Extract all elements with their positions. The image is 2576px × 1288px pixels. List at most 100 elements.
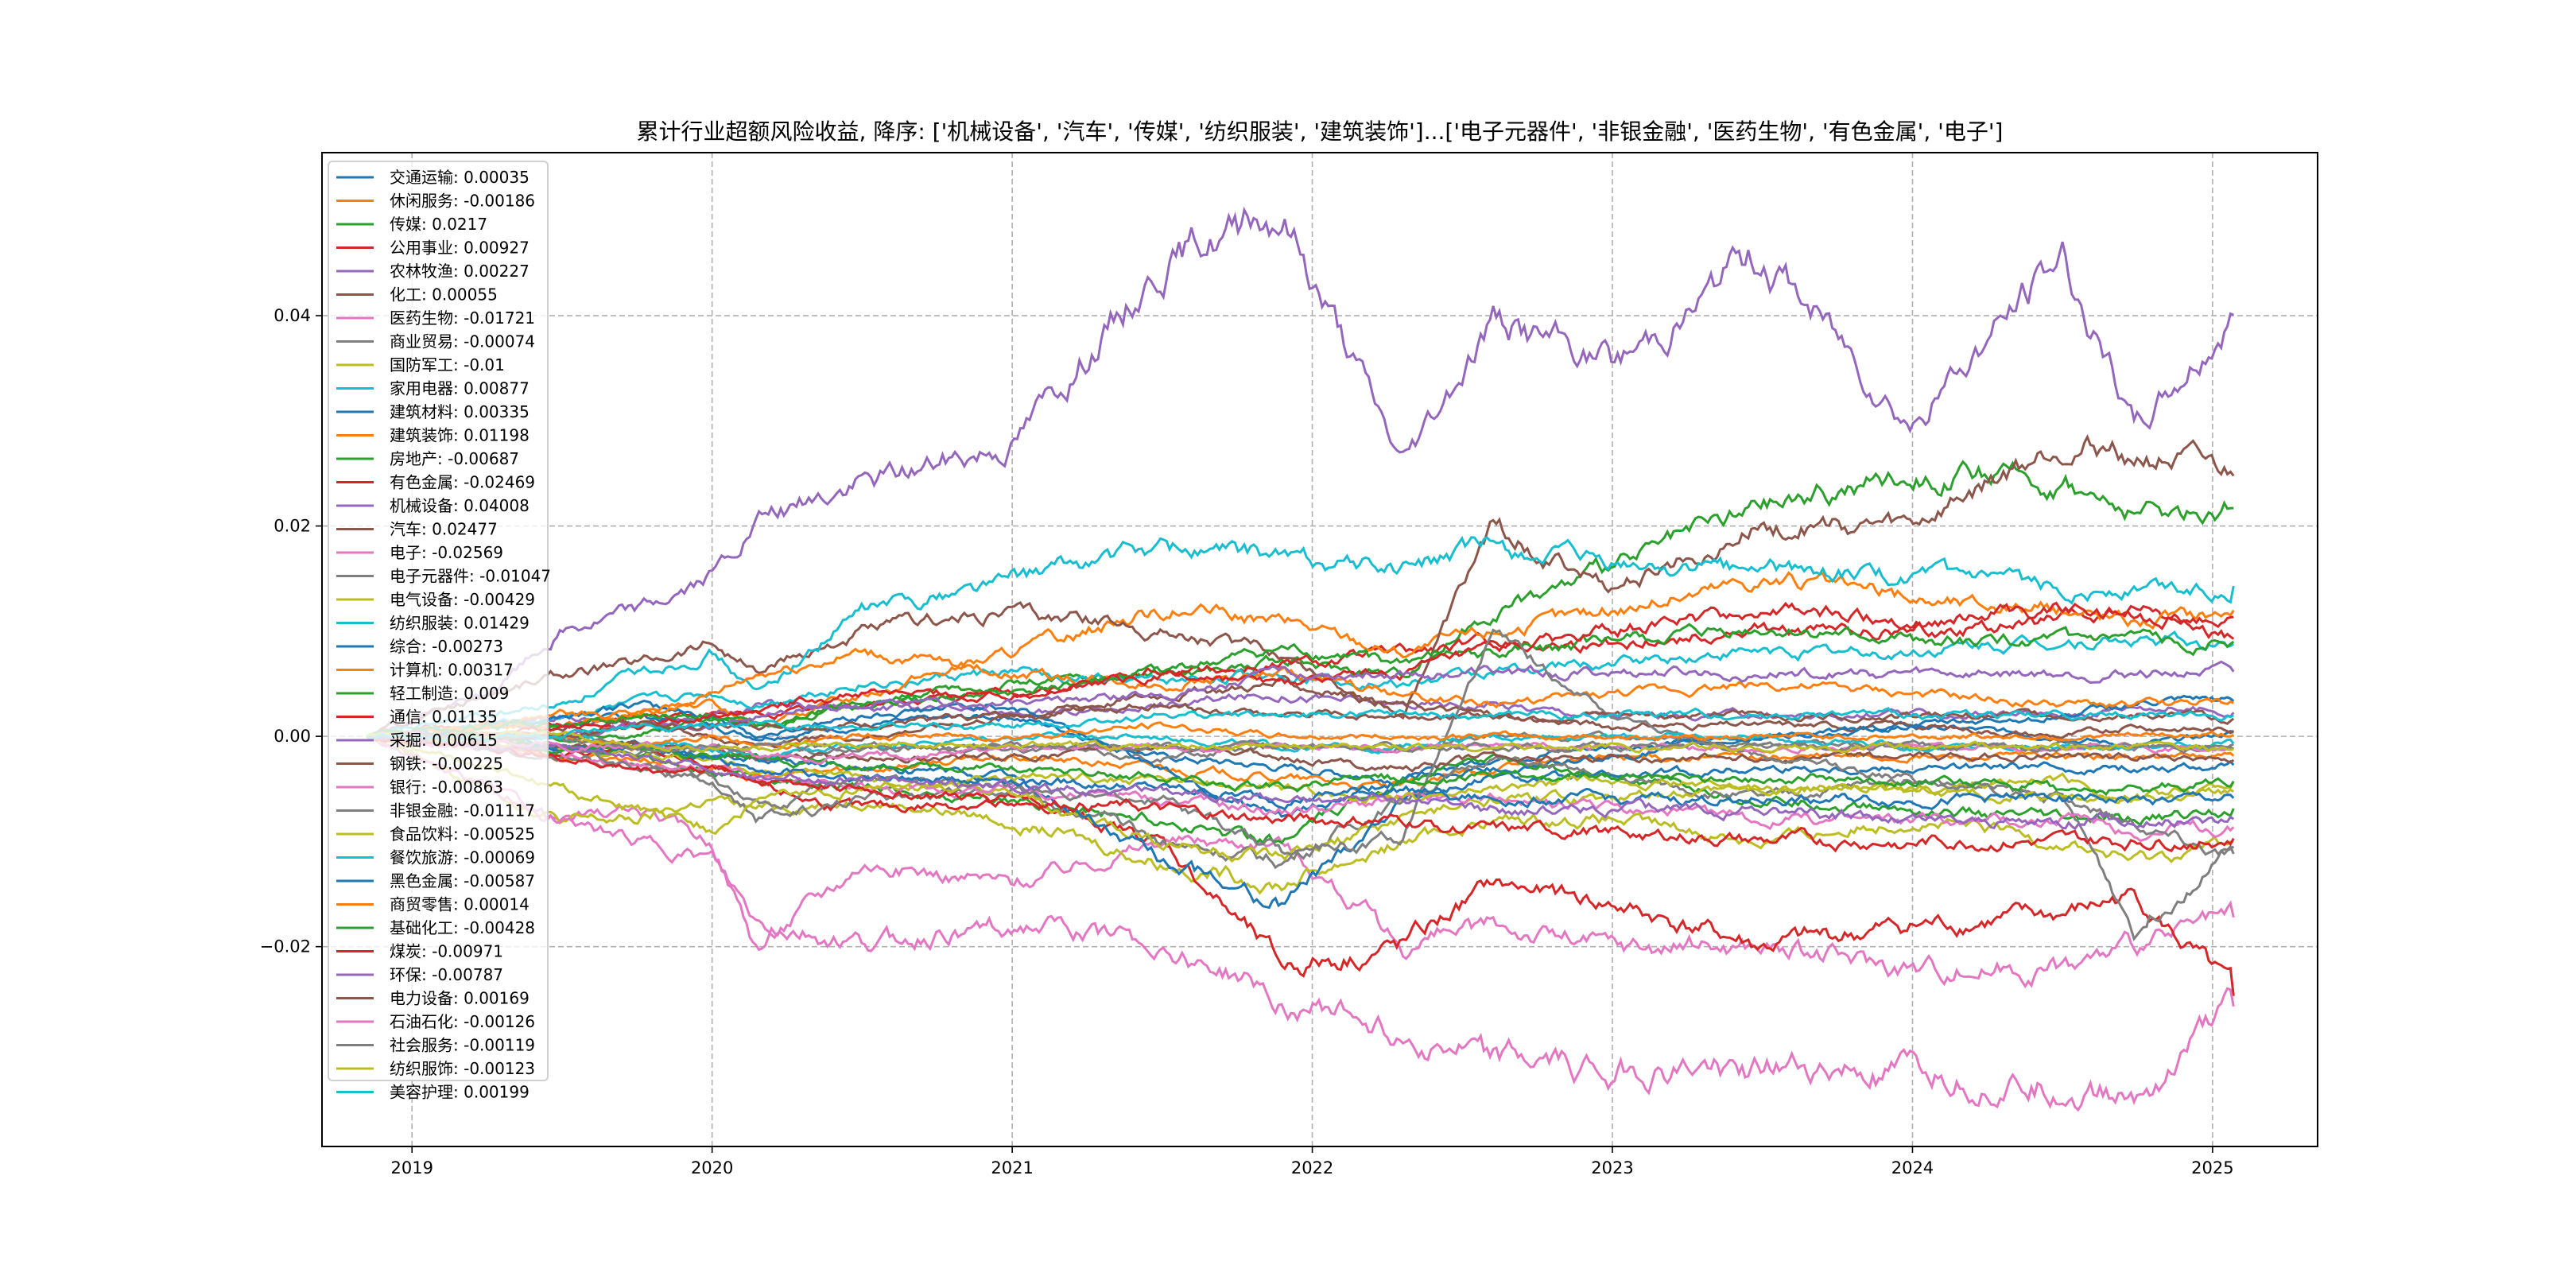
legend-entry: 建筑材料: 0.00335 <box>336 402 530 421</box>
legend-series-name: 计算机 <box>390 661 437 680</box>
legend-series-name: 纺织服装 <box>390 614 453 633</box>
legend-series-name: 交通运输 <box>390 168 453 187</box>
legend-label: 家用电器: 0.00877 <box>390 379 530 398</box>
legend-label: 基础化工: -0.00428 <box>390 918 535 937</box>
legend-entry: 电气设备: -0.00429 <box>336 590 535 609</box>
legend-series-value: 0.01198 <box>464 426 530 445</box>
legend-entry: 国防军工: -0.01 <box>336 355 505 374</box>
series-line-22 <box>367 623 2235 738</box>
legend-label: 煤炭: -0.00971 <box>390 942 503 961</box>
legend-series-value: -0.00126 <box>464 1012 535 1031</box>
legend-series-name: 轻工制造 <box>390 684 453 703</box>
series-line-15 <box>367 434 2235 738</box>
legend-separator: : <box>453 355 464 374</box>
chart-title: 累计行业超额风险收益, 降序: ['机械设备', '汽车', '传媒', '纺织… <box>637 118 2004 145</box>
plot-frame <box>321 152 2318 1147</box>
legend-series-value: -0.00687 <box>448 449 519 468</box>
y-tick-label: −0.02 <box>260 937 311 956</box>
legend-series-name: 餐饮旅游 <box>390 848 453 867</box>
legend-entry: 房地产: -0.00687 <box>336 449 519 468</box>
legend-series-value: 0.02477 <box>432 520 498 539</box>
legend-series-value: -0.00863 <box>432 778 503 797</box>
series-line-3 <box>366 604 2235 741</box>
legend-series-value: -0.01 <box>464 355 505 374</box>
legend-series-value: 0.00169 <box>464 989 530 1008</box>
legend-separator: : <box>453 473 464 492</box>
legend-separator: : <box>421 731 432 750</box>
legend-entry: 汽车: 0.02477 <box>336 520 498 539</box>
legend-label: 国防军工: -0.01 <box>390 355 505 374</box>
legend-series-value: 0.00615 <box>432 731 498 750</box>
legend-series-name: 基础化工 <box>390 918 453 937</box>
legend-label: 公用事业: 0.00927 <box>390 239 530 258</box>
legend-separator: : <box>453 402 464 421</box>
legend-separator: : <box>453 684 464 703</box>
legend-box <box>328 161 549 1081</box>
legend-label: 休闲服务: -0.00186 <box>390 192 535 211</box>
legend-series-value: 0.009 <box>464 684 509 703</box>
legend-series-value: 0.00317 <box>448 661 514 680</box>
legend-entry: 化工: 0.00055 <box>336 285 498 305</box>
legend-label: 银行: -0.00863 <box>390 778 503 797</box>
legend-series-value: 0.00199 <box>464 1083 530 1102</box>
legend-entry: 美容护理: 0.00199 <box>336 1083 530 1102</box>
legend-label: 传媒: 0.0217 <box>390 215 487 234</box>
legend-series-name: 传媒 <box>390 215 421 234</box>
legend-series-name: 煤炭 <box>390 942 421 961</box>
legend-separator: : <box>453 801 464 821</box>
series-line-19 <box>367 535 2235 739</box>
legend-series-name: 电气设备 <box>390 590 453 609</box>
x-tick-label: 2023 <box>1591 1158 1633 1177</box>
legend-series-value: 0.00055 <box>432 285 498 305</box>
legend-separator: : <box>421 637 432 656</box>
series-line-21 <box>366 647 2234 740</box>
legend-separator: : <box>453 614 464 633</box>
legend-series-name: 农林牧渔 <box>390 262 453 281</box>
legend-label: 通信: 0.01135 <box>390 708 498 727</box>
legend-separator: : <box>421 215 432 234</box>
legend-separator: : <box>453 895 464 914</box>
x-tick-label: 2022 <box>1291 1158 1333 1177</box>
series-line-30 <box>367 731 2235 811</box>
legend-label: 美容护理: 0.00199 <box>390 1083 530 1102</box>
series-line-23 <box>367 601 2234 743</box>
legend-series-name: 食品饮料 <box>390 824 453 844</box>
axis-ticks: 2019 2020 2021 2022 2023 2024 2025 −0.02 0.00 0.0… <box>260 306 2234 1177</box>
legend-series-name: 电力设备 <box>390 989 453 1008</box>
legend-label: 农林牧渔: 0.00227 <box>390 262 530 281</box>
legend-series-name: 医药生物 <box>390 308 453 328</box>
legend-entry: 纺织服饰: -0.00123 <box>336 1059 535 1078</box>
legend-series-name: 商贸零售 <box>390 895 453 914</box>
legend-entry: 电子: -0.02569 <box>336 543 503 562</box>
legend-entry: 机械设备: 0.04008 <box>336 496 530 515</box>
legend-series-value: -0.02469 <box>464 473 535 492</box>
legend-series-name: 家用电器 <box>390 379 453 398</box>
legend-entry: 社会服务: -0.00119 <box>336 1036 535 1055</box>
series-line-14 <box>366 206 2234 738</box>
legend-separator: : <box>453 332 464 351</box>
legend-separator: : <box>453 824 464 844</box>
legend-label: 汽车: 0.02477 <box>390 520 498 539</box>
legend-series-value: -0.00525 <box>464 824 535 844</box>
legend-entry: 纺织服装: 0.01429 <box>336 614 530 633</box>
legend-series-value: -0.00069 <box>464 848 535 867</box>
legend-series-value: -0.00225 <box>432 755 503 774</box>
series-line-34 <box>367 734 2235 831</box>
legend-label: 化工: 0.00055 <box>390 285 498 305</box>
legend-label: 综合: -0.00273 <box>390 637 503 656</box>
legend-separator: : <box>453 1059 464 1078</box>
legend-series-value: -0.00429 <box>464 590 535 609</box>
legend-separator: : <box>453 1036 464 1055</box>
legend-label: 纺织服饰: -0.00123 <box>390 1059 535 1078</box>
series-line-16 <box>366 735 2235 1112</box>
legend-separator: : <box>453 590 464 609</box>
legend-series-value: -0.00428 <box>464 918 535 937</box>
legend-separator: : <box>421 778 432 797</box>
legend-series-value: -0.02569 <box>432 543 503 562</box>
legend-entry: 银行: -0.00863 <box>336 778 503 797</box>
legend-series-value: -0.00074 <box>464 332 535 351</box>
legend-series-value: 0.00877 <box>464 379 530 398</box>
legend-label: 食品饮料: -0.00525 <box>390 824 535 844</box>
legend-label: 石油石化: -0.00126 <box>390 1012 535 1031</box>
legend-entry: 家用电器: 0.00877 <box>336 379 530 398</box>
